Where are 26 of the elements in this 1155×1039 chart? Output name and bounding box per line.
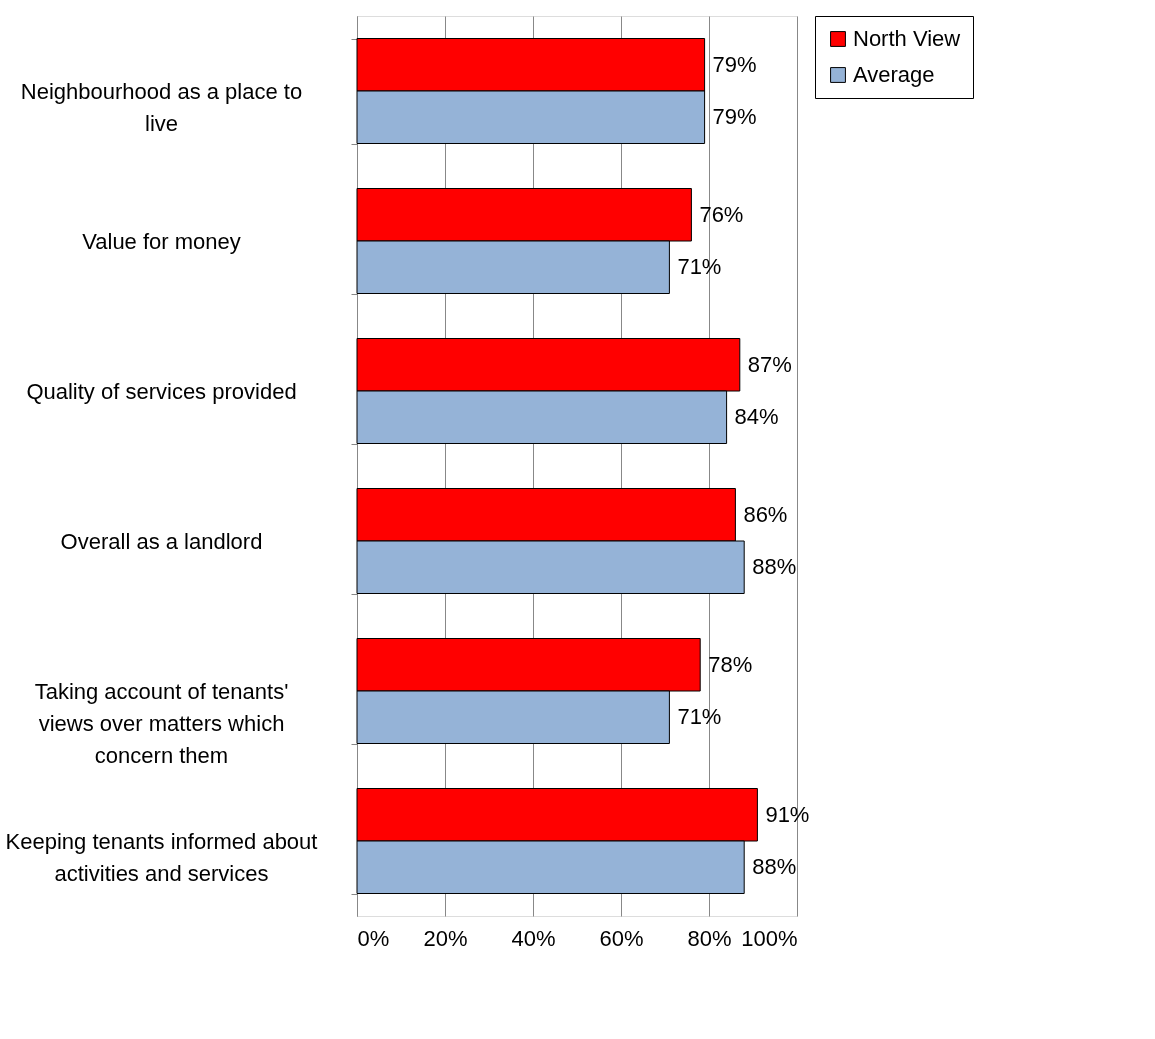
data-label: 79% [712, 51, 757, 77]
data-label: 71% [677, 704, 722, 730]
data-label: 84% [734, 404, 779, 430]
y-tick-label: Keeping tenants informed about activities and services [5, 828, 318, 886]
data-label: 87% [747, 351, 792, 377]
data-label: 79% [712, 104, 757, 130]
legend-label: Average [853, 62, 935, 87]
y-tick-label: Overall as a landlord [60, 528, 263, 554]
y-tick-label: Quality of services provided [26, 378, 297, 404]
x-tick-label: 60% [599, 925, 644, 951]
x-tick-label: 80% [687, 925, 732, 951]
x-tick-label: 40% [511, 925, 556, 951]
legend-label: North View [853, 26, 961, 51]
data-label: 71% [677, 254, 722, 280]
data-label: 88% [752, 554, 797, 580]
data-label: 88% [752, 854, 797, 880]
y-tick-label: Neighbourhood as a place to live [20, 78, 303, 136]
data-label: 78% [708, 651, 753, 677]
data-label: 86% [743, 501, 788, 527]
x-tick-label: 0% [357, 925, 390, 951]
data-label: 91% [765, 801, 810, 827]
x-tick-label: 100% [741, 925, 798, 951]
x-tick-label: 20% [423, 925, 468, 951]
data-label: 76% [699, 201, 744, 227]
y-tick-label: Value for money [82, 228, 241, 254]
y-tick-label: Taking account of tenants' views over matters which concern them [34, 678, 289, 768]
